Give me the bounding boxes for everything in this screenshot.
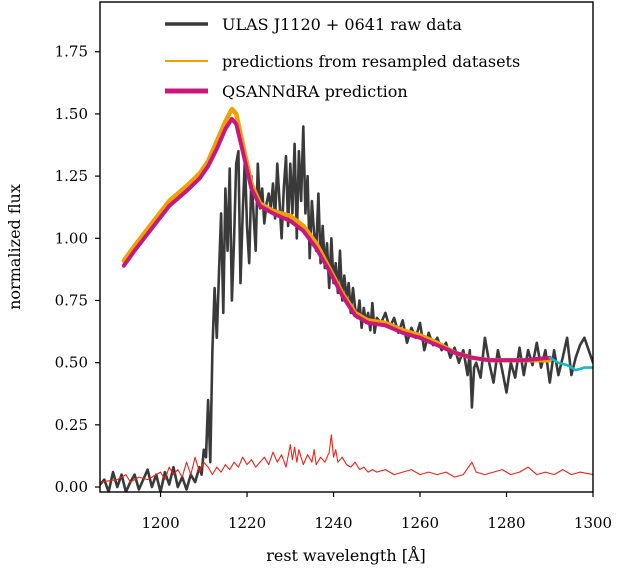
x-tick-label: 1200 — [141, 514, 179, 532]
y-tick-label: 0.00 — [55, 478, 88, 496]
legend-label-resampled: predictions from resampled datasets — [222, 52, 520, 71]
legend: ULAS J1120 + 0641 raw data predictions f… — [165, 15, 520, 101]
series-line-extension — [548, 356, 593, 372]
x-tick-label: 1300 — [574, 514, 612, 532]
series-layer — [100, 106, 593, 492]
x-axis-label: rest wavelength [Å] — [266, 545, 426, 565]
x-tick-label: 1260 — [401, 514, 439, 532]
x-tick-label: 1240 — [314, 514, 352, 532]
y-tick-label: 1.25 — [55, 167, 88, 185]
series-line-raw-data — [100, 125, 593, 492]
y-tick-label: 1.00 — [55, 229, 88, 247]
series-line-qsanndra — [121, 116, 552, 363]
y-tick-label: 0.75 — [55, 291, 88, 309]
y-axis-label: normalized flux — [5, 184, 24, 310]
legend-label-raw-data: ULAS J1120 + 0641 raw data — [222, 15, 462, 34]
x-tick-label: 1280 — [487, 514, 525, 532]
y-tick-label: 1.50 — [55, 105, 88, 123]
y-tick-label: 0.25 — [55, 416, 88, 434]
y-tick-label: 0.50 — [55, 354, 88, 372]
plot-frame — [99, 1, 594, 493]
y-axis: 0.00 0.25 0.50 0.75 1.00 1.25 1.50 1.75 — [55, 43, 100, 496]
series-line-noise — [100, 434, 593, 483]
x-tick-label: 1220 — [228, 514, 266, 532]
y-tick-label: 1.75 — [55, 43, 88, 61]
legend-label-qsanndra: QSANNdRA prediction — [222, 82, 408, 101]
x-axis: 1200 1220 1240 1260 1280 1300 — [141, 492, 612, 532]
